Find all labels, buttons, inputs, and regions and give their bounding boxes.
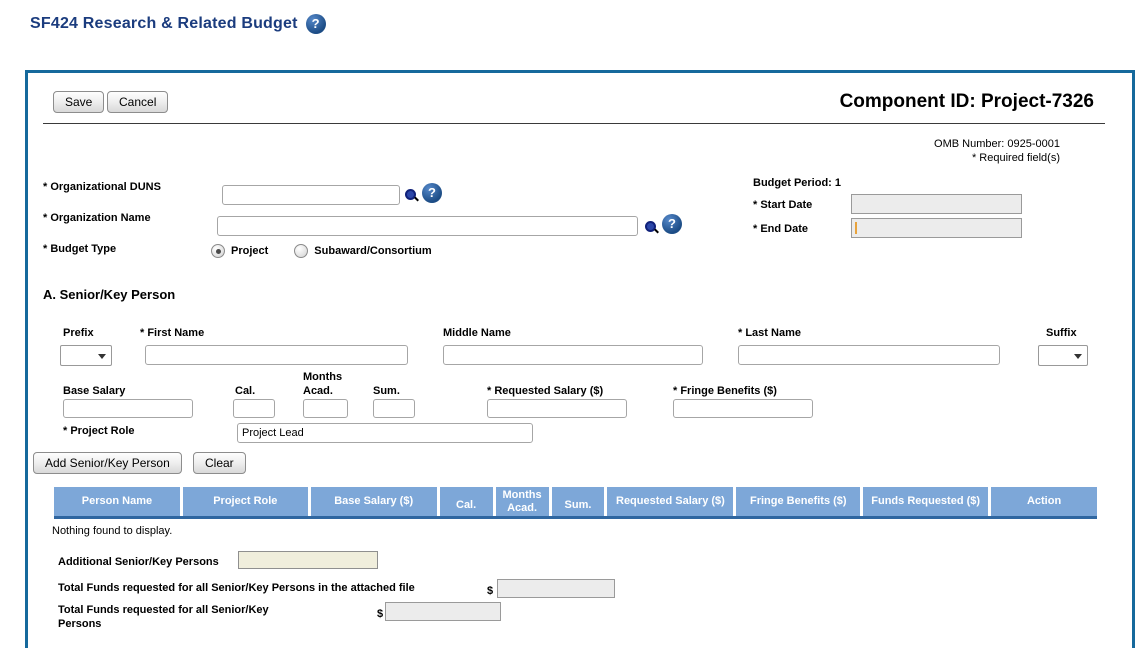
page-title: SF424 Research & Related Budget — [30, 15, 298, 32]
duns-label: * Organizational DUNS — [43, 181, 161, 193]
save-button[interactable]: Save — [53, 91, 105, 113]
persons-table-header: Person Name Project Role Base Salary ($)… — [54, 487, 1097, 519]
start-date-input — [851, 194, 1022, 214]
acad-label: Acad. — [303, 385, 333, 397]
requested-salary-input[interactable] — [487, 399, 627, 418]
col-funds-requested: Funds Requested ($) — [863, 487, 989, 516]
radio-project-label[interactable]: Project — [231, 245, 269, 257]
duns-help-icon[interactable]: ? — [422, 183, 442, 203]
suffix-select[interactable] — [1038, 345, 1088, 366]
omb-note: OMB Number: 0925-0001 * Required field(s… — [934, 137, 1060, 165]
budget-type-label: * Budget Type — [43, 243, 117, 255]
toolbar-divider — [43, 123, 1105, 124]
col-action: Action — [991, 487, 1097, 516]
col-requested-salary: Requested Salary ($) — [607, 487, 734, 516]
duns-lookup-icon[interactable] — [405, 189, 419, 203]
cal-months-input[interactable] — [233, 399, 275, 418]
component-id: Component ID: Project-7326 — [839, 91, 1094, 112]
fringe-benefits-input[interactable] — [673, 399, 813, 418]
add-senior-key-person-button[interactable]: Add Senior/Key Person — [33, 452, 182, 474]
end-date-label: * End Date — [753, 223, 809, 235]
attached-total-input — [497, 579, 615, 598]
all-total-currency: $ — [377, 608, 384, 620]
budget-period-label: Budget Period: 1 — [753, 177, 842, 189]
middle-name-input[interactable] — [443, 345, 703, 365]
additional-persons-label: Additional Senior/Key Persons — [58, 556, 219, 568]
omb-number: OMB Number: 0925-0001 — [934, 138, 1060, 150]
attached-total-label: Total Funds requested for all Senior/Key… — [58, 582, 415, 594]
first-name-input[interactable] — [145, 345, 408, 365]
duns-input[interactable] — [222, 185, 400, 205]
clear-button[interactable]: Clear — [193, 452, 246, 474]
prefix-label: Prefix — [63, 327, 94, 339]
org-name-help-icon[interactable]: ? — [662, 214, 682, 234]
radio-project[interactable] — [211, 244, 225, 258]
text-caret — [855, 222, 857, 234]
last-name-label: * Last Name — [738, 327, 801, 339]
start-date-label: * Start Date — [753, 199, 813, 211]
col-months-acad: Months Acad. — [495, 487, 549, 516]
project-role-label: * Project Role — [63, 425, 135, 437]
col-project-role: Project Role — [182, 487, 308, 516]
prefix-select[interactable] — [60, 345, 112, 366]
radio-subaward[interactable] — [294, 244, 309, 258]
all-total-label: Total Funds requested for all Senior/Key… — [58, 604, 269, 630]
budget-form-panel: Save Cancel Component ID: Project-7326 O… — [25, 70, 1135, 648]
base-salary-input[interactable] — [63, 399, 193, 418]
radio-subaward-label[interactable]: Subaward/Consortium — [314, 245, 432, 257]
acad-months-input[interactable] — [303, 399, 348, 418]
col-base-salary: Base Salary ($) — [310, 487, 437, 516]
col-fringe-benefits: Fringe Benefits ($) — [736, 487, 861, 516]
fringe-benefits-label: * Fringe Benefits ($) — [673, 385, 777, 397]
page-help-icon[interactable]: ? — [305, 14, 326, 34]
additional-persons-input — [238, 551, 378, 569]
required-note: * Required field(s) — [971, 152, 1060, 164]
cal-label: Cal. — [235, 385, 256, 397]
table-empty-message: Nothing found to display. — [52, 525, 173, 537]
org-name-input[interactable] — [217, 216, 638, 236]
months-label: Months — [303, 371, 343, 383]
budget-type-radio-group: Project Subaward/Consortium — [211, 244, 432, 258]
attached-total-currency: $ — [487, 585, 494, 597]
requested-salary-label: * Requested Salary ($) — [487, 385, 604, 397]
middle-name-label: Middle Name — [443, 327, 511, 339]
page-header: SF424 Research & Related Budget ? — [30, 14, 326, 34]
project-role-input[interactable] — [237, 423, 533, 443]
suffix-label: Suffix — [1046, 327, 1077, 339]
col-cal: Cal. — [439, 487, 493, 516]
sum-months-input[interactable] — [373, 399, 415, 418]
last-name-input[interactable] — [738, 345, 1000, 365]
col-person-name: Person Name — [54, 487, 180, 516]
base-salary-label: Base Salary — [63, 385, 126, 397]
org-name-label: * Organization Name — [43, 212, 151, 224]
all-total-input — [385, 602, 501, 621]
end-date-input — [851, 218, 1022, 238]
first-name-label: * First Name — [140, 327, 205, 339]
col-sum: Sum. — [551, 487, 605, 516]
cancel-button[interactable]: Cancel — [107, 91, 169, 113]
section-a-heading: A. Senior/Key Person — [43, 287, 176, 302]
org-name-lookup-icon[interactable] — [645, 221, 659, 235]
sum-label: Sum. — [373, 385, 400, 397]
